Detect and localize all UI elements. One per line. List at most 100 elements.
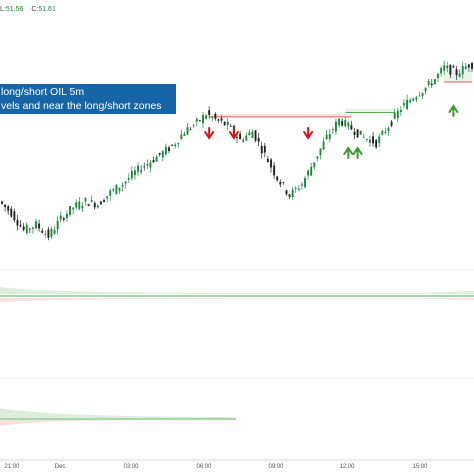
candle-body (273, 165, 276, 176)
indicator-positive-area (0, 408, 236, 418)
annotation-line-1: long/short OIL 5m (1, 86, 85, 98)
candle-body (50, 228, 53, 237)
legend-close-label: C: (31, 6, 39, 13)
candle-body (115, 184, 118, 195)
candle-body (183, 133, 186, 136)
candle-body (365, 138, 368, 140)
candle-body (443, 65, 446, 71)
candle-body (127, 178, 130, 180)
x-tick-label: 06:00 (196, 464, 212, 470)
candle-body (53, 229, 56, 234)
candle-body (396, 110, 399, 119)
candle-body (229, 126, 232, 127)
legend-low-label: L: (0, 6, 6, 13)
candle-body (245, 135, 248, 141)
upper-zone (444, 70, 472, 82)
candle-body (192, 124, 195, 126)
candle-body (282, 182, 285, 183)
candle-body (118, 187, 121, 191)
candle-body (146, 163, 149, 166)
candle-body (208, 110, 211, 115)
candle-body (291, 189, 294, 198)
candle-body (384, 131, 387, 133)
candle-body (195, 118, 198, 122)
sell-arrow-icon (228, 127, 239, 140)
candle-body (202, 114, 204, 124)
candle-body (418, 95, 421, 97)
candle-body (297, 188, 300, 190)
candle-body (310, 166, 313, 176)
candle-body (440, 68, 443, 74)
candle-body (421, 92, 424, 96)
candle-body (1, 201, 3, 204)
candle-body (239, 133, 242, 140)
candle-body (378, 136, 381, 144)
candle-body (226, 121, 229, 126)
candle-body (19, 224, 22, 227)
candle-body (430, 83, 433, 86)
indicator-negative-area (0, 420, 120, 426)
candle-body (251, 131, 254, 138)
candle-body (446, 65, 449, 69)
oscillator-positive-area (0, 287, 474, 294)
candle-body (217, 119, 220, 121)
candle-body (338, 118, 340, 126)
candle-body (427, 80, 430, 85)
candle-body (344, 120, 347, 127)
x-tick-label: 15:00 (412, 464, 428, 470)
candle-body (322, 141, 325, 150)
candle-body (285, 190, 288, 195)
x-tick-label: 21:00 (4, 464, 20, 470)
candle-body (359, 130, 362, 135)
candle-body (341, 120, 344, 126)
candle-body (38, 223, 41, 229)
candle-body (294, 188, 297, 190)
candle-body (180, 134, 183, 140)
candle-body (152, 159, 155, 163)
candle-body (186, 127, 189, 135)
candle-body (168, 147, 170, 151)
candle-body (223, 121, 226, 126)
candle-body (140, 170, 143, 172)
candle-body (149, 162, 152, 168)
candle-body (69, 206, 71, 215)
candle-body (137, 165, 140, 172)
candle-body (109, 190, 112, 196)
candle-body (164, 146, 167, 155)
candle-body (112, 189, 115, 191)
candle-body (22, 226, 25, 230)
candle-body (130, 171, 133, 179)
candle-body (381, 130, 384, 135)
candle-body (158, 152, 161, 155)
candle-body (409, 99, 412, 103)
candle-body (415, 97, 418, 100)
candle-body (198, 120, 201, 121)
candle-body (412, 98, 415, 101)
candle-body (393, 112, 396, 119)
candle-body (78, 201, 81, 209)
candle-body (93, 202, 96, 208)
candle-body (406, 99, 409, 110)
candle-body (10, 208, 13, 217)
annotation-banner: long/short OIL 5m vels and near the long… (0, 84, 176, 114)
candle-body (35, 221, 37, 229)
candle-body (390, 121, 393, 126)
candle-body (56, 220, 59, 230)
support-zone (345, 108, 395, 113)
candle-body (276, 176, 279, 181)
candle-body (211, 117, 214, 118)
candle-body (84, 198, 87, 202)
candle-body (25, 224, 28, 234)
candle-body (257, 137, 260, 142)
candle-body (41, 230, 44, 233)
candle-body (87, 204, 90, 207)
candle-body (103, 200, 105, 202)
resistance-zone (209, 113, 352, 117)
candle-body (362, 136, 365, 138)
candle-body (65, 213, 68, 219)
candle-body (263, 145, 266, 153)
legend-low-value: 51.56 (5, 6, 24, 13)
candle-body (16, 220, 19, 226)
ohlc-legend: L:51.56 C:51.61 (0, 6, 62, 13)
